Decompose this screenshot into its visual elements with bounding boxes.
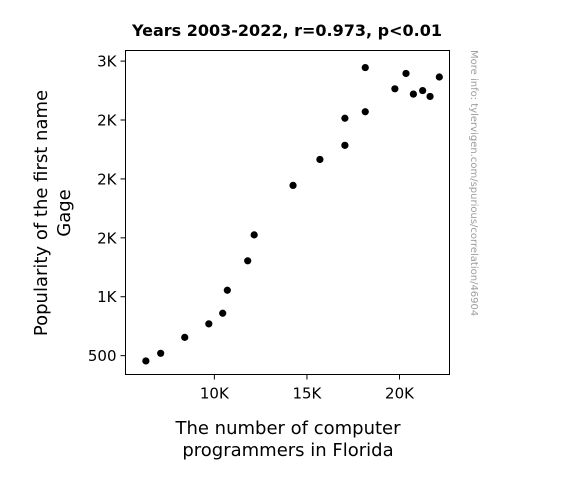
chart-title: Years 2003-2022, r=0.973, p<0.01 <box>131 21 442 40</box>
y-axis: 500 1K 2K 2K 2K 3K <box>88 53 126 365</box>
data-point <box>361 63 369 72</box>
data-point <box>402 69 410 78</box>
x-axis-label-line-2: programmers in Florida <box>182 440 393 461</box>
data-point <box>435 73 443 81</box>
y-axis-label-line-2: Gage <box>54 189 75 236</box>
y-tick-label: 2K <box>97 229 118 247</box>
data-point <box>341 141 349 149</box>
data-point <box>223 286 231 294</box>
x-axis: 10K 15K 20K <box>200 374 415 403</box>
y-tick-label: 3K <box>97 53 118 71</box>
y-tick-label: 500 <box>88 347 117 365</box>
data-point <box>244 257 252 265</box>
data-point <box>361 108 369 116</box>
x-axis-label-line-1: The number of computer <box>174 418 401 439</box>
y-tick-label: 2K <box>97 170 118 188</box>
x-tick-label: 15K <box>292 385 322 403</box>
plot-area-frame <box>125 50 450 375</box>
data-point <box>409 90 417 98</box>
data-point <box>341 114 349 122</box>
data-point <box>157 349 165 357</box>
data-point <box>419 86 427 95</box>
x-tick-label: 10K <box>200 385 230 403</box>
data-point <box>426 92 434 101</box>
data-point <box>219 309 227 317</box>
data-point <box>391 85 399 93</box>
data-point <box>142 357 150 365</box>
data-point <box>205 320 213 328</box>
data-point <box>181 333 189 341</box>
data-point <box>316 155 324 164</box>
data-point <box>289 181 297 190</box>
source-credit: More info: tylervigen.com/spurious/corre… <box>468 50 479 316</box>
y-tick-label: 1K <box>97 288 118 306</box>
x-tick-label: 20K <box>385 385 415 403</box>
y-axis-label-line-1: Popularity of the first name <box>31 90 52 336</box>
scatter-points <box>142 63 443 365</box>
data-point <box>250 231 258 239</box>
y-tick-label: 2K <box>97 112 118 130</box>
